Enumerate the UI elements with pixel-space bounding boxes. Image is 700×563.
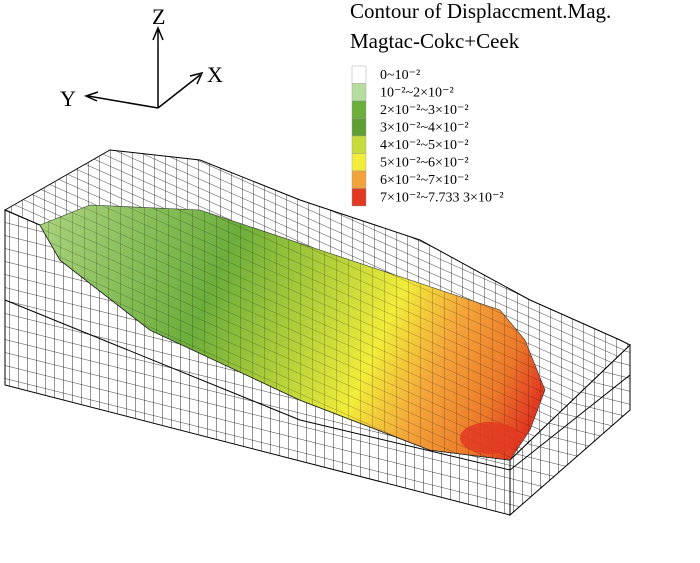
y-label: Y bbox=[60, 86, 76, 111]
legend-label: 6×10⁻²~7×10⁻² bbox=[380, 173, 469, 188]
max-zone bbox=[460, 422, 520, 454]
legend-swatch bbox=[351, 118, 367, 137]
legend-label: 7×10⁻²~7.733 3×10⁻² bbox=[380, 191, 504, 206]
axis-triad bbox=[83, 26, 204, 109]
legend-swatch bbox=[351, 65, 367, 84]
legend-swatch bbox=[351, 135, 367, 154]
legend-swatch bbox=[351, 153, 367, 172]
legend: 0~10⁻² 10⁻²~2×10⁻² 2×10⁻²~3×10⁻² 3×10⁻²~4×1… bbox=[351, 65, 504, 207]
legend-label: 10⁻²~2×10⁻² bbox=[380, 86, 454, 101]
legend-label: 5×10⁻²~6×10⁻² bbox=[380, 156, 469, 171]
subtitle: Magtac-Cokc+Ceek bbox=[350, 29, 520, 53]
legend-swatch bbox=[351, 170, 367, 189]
legend-swatch bbox=[351, 100, 367, 119]
legend-label: 3×10⁻²~4×10⁻² bbox=[380, 121, 469, 136]
legend-label: 0~10⁻² bbox=[380, 68, 420, 83]
legend-label: 2×10⁻²~3×10⁻² bbox=[380, 103, 469, 118]
z-label: Z bbox=[152, 4, 165, 29]
mesh-model bbox=[3, 149, 631, 517]
x-label: X bbox=[207, 62, 223, 87]
z-arrow bbox=[152, 26, 164, 108]
title: Contour of Displaccment.Mag. bbox=[350, 0, 611, 23]
legend-swatch bbox=[351, 188, 367, 207]
layer-line bbox=[4, 299, 631, 471]
x-arrow bbox=[157, 71, 204, 109]
y-arrow bbox=[83, 91, 159, 109]
legend-label: 4×10⁻²~5×10⁻² bbox=[380, 138, 469, 153]
displacement-mesh bbox=[40, 205, 545, 460]
legend-swatch bbox=[351, 83, 367, 102]
